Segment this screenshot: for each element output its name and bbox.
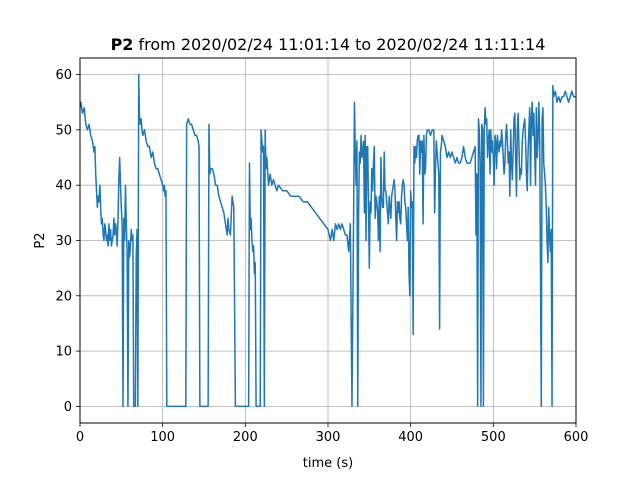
y-axis-ticks: 0 10 20 30 40 50 60 xyxy=(55,68,80,415)
x-tick-label: 500 xyxy=(481,430,506,445)
x-tick-label: 0 xyxy=(76,430,84,445)
series-line xyxy=(79,73,576,408)
x-axis-ticks: 0 100 200 300 400 500 600 xyxy=(76,423,589,445)
x-tick-label: 400 xyxy=(398,430,423,445)
y-tick-label: 30 xyxy=(55,234,72,249)
x-axis-label: time (s) xyxy=(303,456,353,471)
y-tick-label: 60 xyxy=(55,68,72,83)
y-tick-label: 20 xyxy=(55,289,72,304)
y-tick-label: 10 xyxy=(55,345,72,360)
y-tick-label: 40 xyxy=(55,179,72,194)
y-tick-label: 0 xyxy=(64,400,72,415)
x-tick-label: 100 xyxy=(150,430,175,445)
y-tick-label: 50 xyxy=(55,123,72,138)
chart-title-rest: from 2020/02/24 11:01:14 to 2020/02/24 1… xyxy=(133,35,545,54)
x-tick-label: 600 xyxy=(564,430,589,445)
chart-title-bold: P2 xyxy=(111,35,134,54)
x-tick-label: 300 xyxy=(316,430,341,445)
x-tick-label: 200 xyxy=(233,430,258,445)
chart-title: P2 from 2020/02/24 11:01:14 to 2020/02/2… xyxy=(111,35,546,54)
y-axis-label: P2 xyxy=(33,232,48,248)
series-layer xyxy=(79,73,576,408)
